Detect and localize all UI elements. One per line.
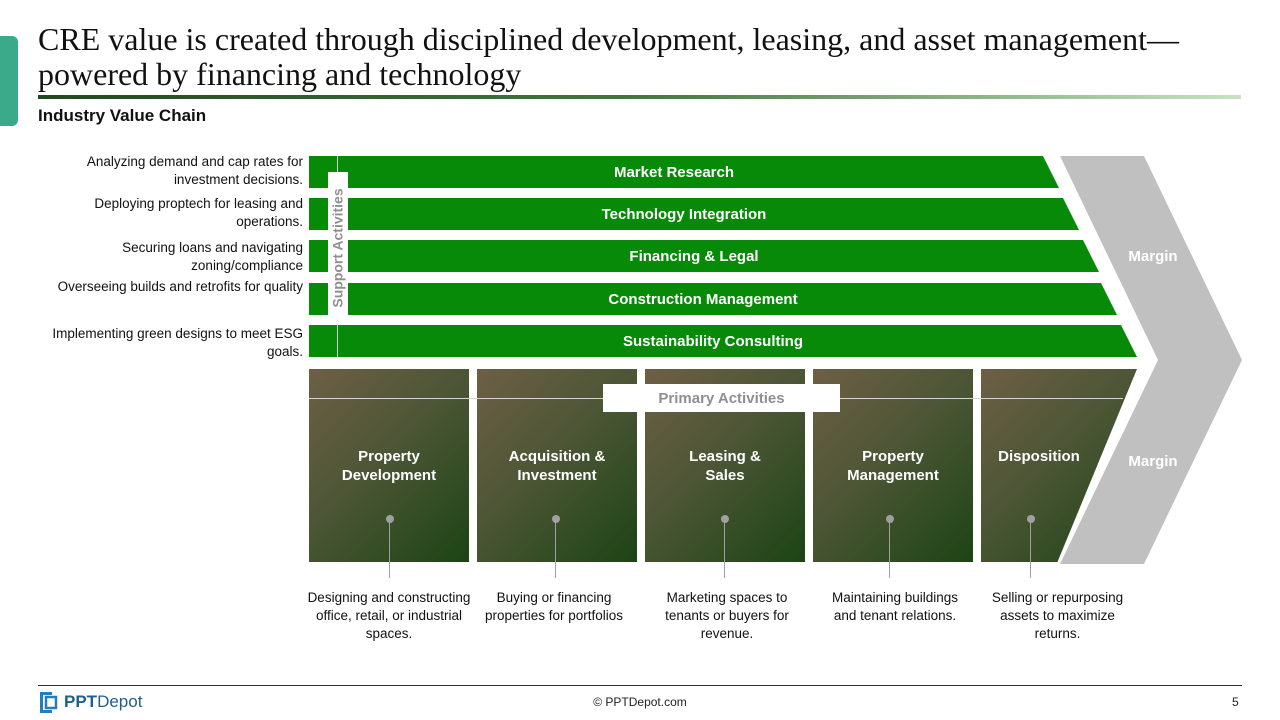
slide-subtitle: Industry Value Chain: [38, 106, 207, 125]
primary-activities-label: Primary Activities: [603, 384, 840, 412]
support-bar-construction-management: Construction Management: [309, 283, 1117, 315]
support-bar-label: Construction Management: [608, 290, 798, 308]
margin-chevron: [1060, 156, 1242, 564]
connector-line: [389, 522, 390, 578]
footer-divider: [38, 685, 1242, 686]
support-bar-sustainability-consulting: Sustainability Consulting: [309, 325, 1137, 357]
connector-dot: [886, 515, 894, 523]
primary-box-title: Property Development: [341, 448, 437, 484]
support-desc-3: Securing loans and navigating zoning/com…: [122, 240, 303, 273]
primary-desc-2: Buying or financing properties for portf…: [484, 590, 624, 623]
support-desc-5: Implementing green designs to meet ESG g…: [52, 326, 303, 359]
connector-dot: [552, 515, 560, 523]
support-desc-1: Analyzing demand and cap rates for inves…: [86, 154, 303, 187]
footer-copyright: © PPTDepot.com: [593, 695, 687, 709]
primary-desc-5: Selling or repurposing assets to maximiz…: [991, 590, 1124, 641]
margin-label-bottom: Margin: [1128, 453, 1178, 470]
accent-tab: [0, 36, 18, 126]
connector-line: [889, 522, 890, 578]
support-bar-financing-legal: Financing & Legal: [309, 240, 1099, 272]
support-bar-label: Sustainability Consulting: [622, 332, 803, 350]
pptdepot-logo: PPTDepot: [38, 690, 142, 714]
connector-dot: [1027, 515, 1035, 523]
support-bar-technology-integration: Technology Integration: [309, 198, 1079, 230]
support-desc-4: Overseeing builds and retrofits for qual…: [57, 279, 303, 294]
support-bar-label: Market Research: [613, 163, 735, 181]
page-number: 5: [1232, 695, 1239, 709]
slide-title: CRE value is created through disciplined…: [38, 21, 1180, 92]
title-divider: [38, 95, 1241, 99]
primary-box-title: Disposition: [998, 448, 1080, 465]
logo-icon: [40, 692, 58, 713]
support-bar-market-research: Market Research: [309, 156, 1059, 188]
support-bar-label: Financing & Legal: [629, 247, 759, 265]
primary-desc-4: Maintaining buildings and tenant relatio…: [831, 590, 959, 623]
connector-line: [555, 522, 556, 578]
primary-box-title: Acquisition & Investment: [508, 448, 606, 484]
primary-box-title: Leasing & Sales: [689, 448, 761, 484]
margin-label-top: Margin: [1128, 248, 1178, 265]
connector-line: [724, 522, 725, 578]
support-activities-label: Support Activities: [328, 172, 348, 324]
primary-box-title: Property Management: [847, 448, 939, 484]
connector-dot: [721, 515, 729, 523]
connector-line: [1030, 522, 1031, 578]
primary-desc-3: Marketing spaces to tenants or buyers fo…: [665, 590, 789, 641]
connector-dot: [386, 515, 394, 523]
logo-text: PPTDepot: [64, 692, 143, 711]
support-bar-label: Technology Integration: [601, 205, 767, 223]
support-desc-2: Deploying proptech for leasing and opera…: [94, 196, 303, 229]
primary-desc-1: Designing and constructing office, retai…: [307, 590, 471, 641]
